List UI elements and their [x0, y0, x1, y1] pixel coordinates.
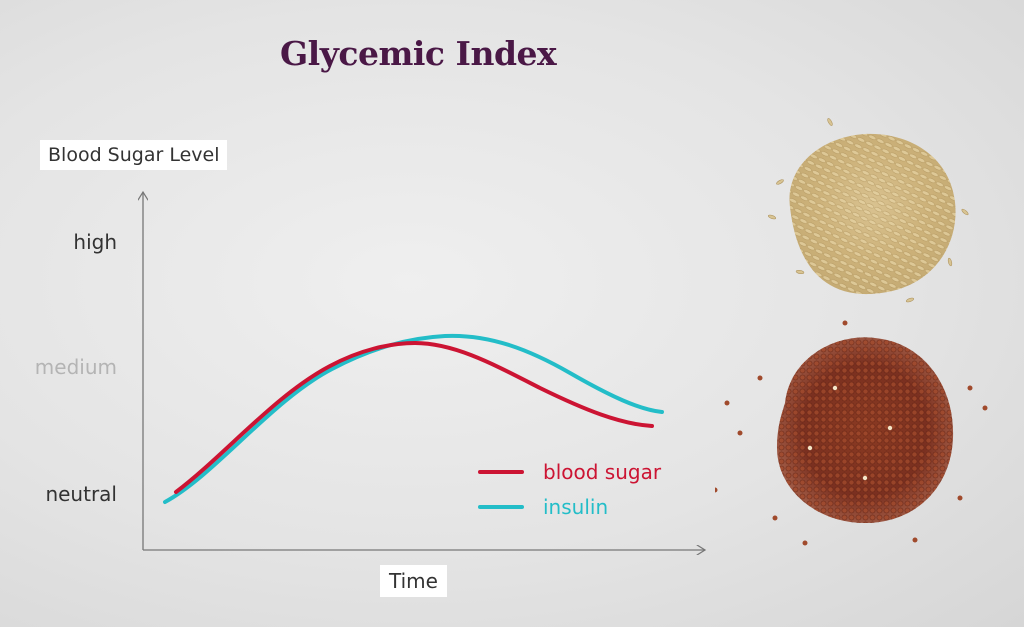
series-line-blood-sugar [174, 340, 654, 494]
level-neutral-label: neutral [45, 482, 117, 506]
legend-label-insulin: insulin [543, 495, 608, 519]
legend-label-blood-sugar: blood sugar [543, 460, 662, 484]
level-medium-label: medium [34, 355, 117, 379]
level-high-label: high [73, 230, 117, 254]
series-line-insulin [163, 333, 664, 504]
x-axis-label: Time [380, 565, 447, 597]
red-quinoa-image [715, 320, 988, 546]
brown-rice-image [767, 118, 969, 303]
chart-title: Glycemic Index [280, 34, 557, 73]
y-axis-label: Blood Sugar Level [40, 140, 228, 170]
